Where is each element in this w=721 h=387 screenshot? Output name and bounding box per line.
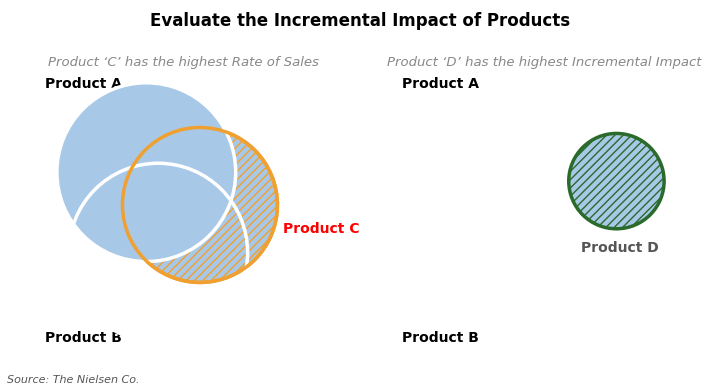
Circle shape [57, 83, 236, 262]
Circle shape [123, 127, 278, 283]
Text: Product A: Product A [45, 77, 122, 91]
Text: Product B: Product B [45, 331, 122, 345]
Text: Product C: Product C [283, 222, 360, 236]
Text: Product ‘C’ has the highest Rate of Sales: Product ‘C’ has the highest Rate of Sale… [48, 56, 319, 69]
Text: Product D: Product D [580, 241, 658, 255]
Text: Evaluate the Incremental Impact of Products: Evaluate the Incremental Impact of Produ… [151, 12, 570, 30]
Text: Product ‘D’ has the highest Incremental Impact: Product ‘D’ has the highest Incremental … [387, 56, 702, 69]
Circle shape [569, 134, 664, 229]
Text: Product B: Product B [402, 331, 479, 345]
Text: Product A: Product A [402, 77, 479, 91]
Text: Source: The Nielsen Co.: Source: The Nielsen Co. [7, 375, 140, 385]
